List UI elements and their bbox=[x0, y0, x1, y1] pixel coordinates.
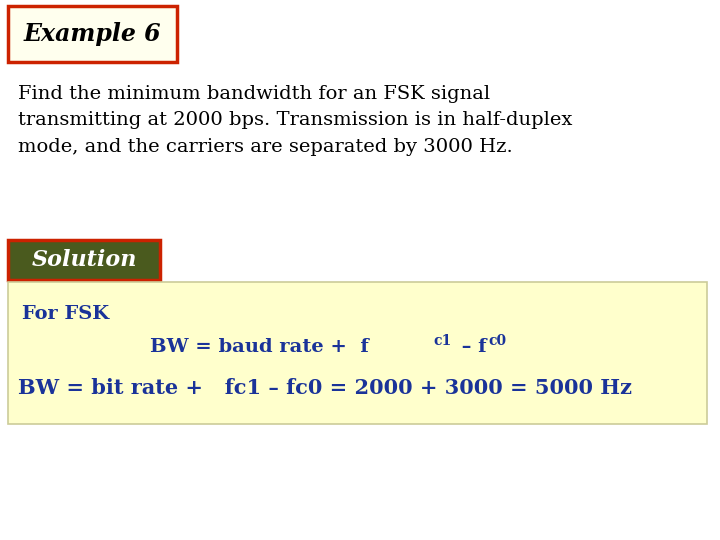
Text: BW = bit rate +   fc1 – fc0 = 2000 + 3000 = 5000 Hz: BW = bit rate + fc1 – fc0 = 2000 + 3000 … bbox=[18, 378, 632, 398]
FancyBboxPatch shape bbox=[8, 240, 160, 280]
Text: BW = baud rate +  f: BW = baud rate + f bbox=[150, 338, 369, 356]
Text: – f: – f bbox=[455, 338, 487, 356]
Text: c1: c1 bbox=[433, 334, 451, 348]
FancyBboxPatch shape bbox=[8, 6, 177, 62]
Text: Solution: Solution bbox=[31, 249, 137, 271]
Text: c0: c0 bbox=[488, 334, 506, 348]
Text: Find the minimum bandwidth for an FSK signal
transmitting at 2000 bps. Transmiss: Find the minimum bandwidth for an FSK si… bbox=[18, 85, 572, 156]
FancyBboxPatch shape bbox=[8, 282, 707, 424]
Text: Example 6: Example 6 bbox=[24, 22, 161, 46]
Text: For FSK: For FSK bbox=[22, 305, 109, 323]
